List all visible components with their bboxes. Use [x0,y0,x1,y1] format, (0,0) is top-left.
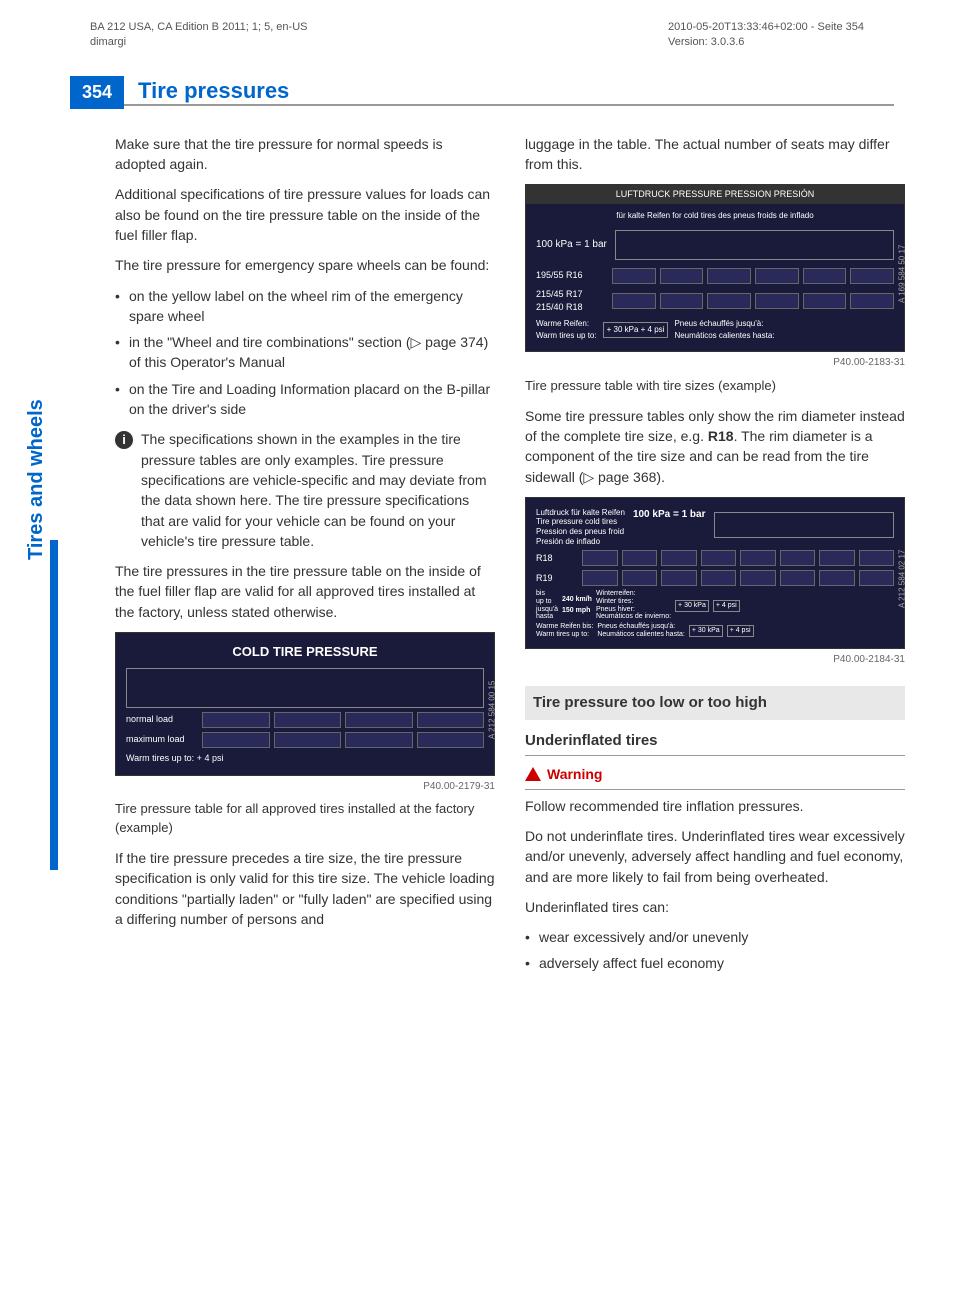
fig-row-label: maximum load [126,733,196,746]
fig-conv: 100 kPa = 1 bar [633,508,706,546]
fig-speed: 240 km/h [562,596,592,603]
sub-head: Underinflated tires [525,730,905,757]
fig-caption: Tire pressure table with tire sizes (exa… [525,377,905,396]
figure-rim: Luftdruck für kalte Reifen Tire pressure… [525,497,905,650]
fig-conv: 100 kPa = 1 bar [536,238,607,253]
note-text: The specifications shown in the examples… [141,429,495,551]
fig-row-label: normal load [126,713,196,726]
list-item: wear excessively and/or unevenly [525,927,905,947]
fig-foot: Pneus échauffés jusqu'à: [674,319,763,328]
fig-box: + 30 kPa [675,600,709,612]
fig-code: P40.00-2179-31 [115,780,495,795]
fig-sub: für kalte Reifen for cold tires des pneu… [536,210,894,222]
list-item: adversely affect fuel economy [525,953,905,973]
side-bar [50,540,58,870]
right-column: luggage in the table. The actual number … [525,134,905,984]
fig-head: Luftdruck für kalte Reifen [536,508,625,518]
meta-left-2: dimargi [90,35,307,50]
para: Some tire pressure tables only show the … [525,406,905,487]
list-item: on the Tire and Loading Information plac… [115,379,495,420]
list-item: in the "Wheel and tire combinations" sec… [115,332,495,373]
para: Make sure that the tire pressure for nor… [115,134,495,175]
figure-luftdruck: LUFTDRUCK PRESSURE PRESSION PRESIÓN für … [525,184,905,352]
para: If the tire pressure precedes a tire siz… [115,848,495,929]
list-item: on the yellow label on the wheel rim of … [115,286,495,327]
info-icon: i [115,431,133,449]
side-tab: Tires and wheels [25,399,48,560]
fig-title: COLD TIRE PRESSURE [126,643,484,662]
warning-icon [525,767,541,781]
fig-foot: Warm tires up to: [536,331,597,340]
fig-rim: R18 [536,552,576,565]
fig-warm: Pneus échauffés jusqu'à: Neumáticos cali… [597,623,685,638]
fig-size: 195/55 R16 [536,269,606,282]
para: luggage in the table. The actual number … [525,134,905,175]
fig-head: Tire pressure cold tires [536,517,625,527]
figure-cold-tire: COLD TIRE PRESSURE normal load maximum l… [115,632,495,776]
fig-vert-code: A 169 584 50 17 [896,245,908,303]
fig-foot: Warm tires up to: + 4 psi [126,752,484,765]
fig-foot-box: + 30 kPa + 4 psi [603,322,669,338]
fig-head: Presión de inflado [536,537,625,547]
fig-vert-code: A 212 584 02 17 [896,550,908,608]
fig-vert-code: A 212 584 00 15 [486,681,498,739]
fig-rim: R19 [536,572,576,585]
fig-size: 215/40 R18 [536,302,583,312]
warn-para: Do not underinflate tires. Underinflated… [525,826,905,887]
warning-head: Warning [525,764,905,789]
page-number: 354 [70,76,124,109]
fig-car-diagram [714,512,895,538]
fig-title: LUFTDRUCK PRESSURE PRESSION PRESIÓN [526,185,904,204]
warn-para: Follow recommended tire inflation pressu… [525,796,905,816]
page-title: Tire pressures [124,78,894,106]
fig-code: P40.00-2183-31 [525,356,905,371]
fig-speed: 150 mph [562,607,590,614]
para: The tire pressure for emergency spare wh… [115,255,495,275]
fig-foot: Warme Reifen: [536,319,589,328]
info-note: i The specifications shown in the exampl… [115,429,495,551]
page-banner: 354 Tire pressures [0,76,954,109]
fig-warm: Warme Reifen bis: Warm tires up to: [536,623,593,638]
fig-foot: Neumáticos calientes hasta: [674,331,774,340]
para: The tire pressures in the tire pressure … [115,561,495,622]
meta-right-1: 2010-05-20T13:33:46+02:00 - Seite 354 [668,20,864,35]
fig-head: Pression des pneus froid [536,527,625,537]
left-column: Make sure that the tire pressure for nor… [115,134,495,984]
para: Additional specifications of tire pressu… [115,184,495,245]
fig-car-diagram [126,668,484,708]
section-head: Tire pressure too low or too high [525,686,905,720]
meta-right-2: Version: 3.0.3.6 [668,35,864,50]
fig-winter: Winterreifen: Winter tires: Pneus hiver:… [596,590,671,621]
fig-caption: Tire pressure table for all approved tir… [115,800,495,838]
fig-box: + 4 psi [713,600,740,612]
fig-size: 215/45 R17 [536,289,583,299]
fig-box: + 30 kPa [689,625,723,637]
fig-code: P40.00-2184-31 [525,653,905,668]
fig-car-diagram [615,230,894,260]
header-meta: BA 212 USA, CA Edition B 2011; 1; 5, en-… [0,0,954,61]
meta-left-1: BA 212 USA, CA Edition B 2011; 1; 5, en-… [90,20,307,35]
para: Underinflated tires can: [525,897,905,917]
fig-box: + 4 psi [727,625,754,637]
